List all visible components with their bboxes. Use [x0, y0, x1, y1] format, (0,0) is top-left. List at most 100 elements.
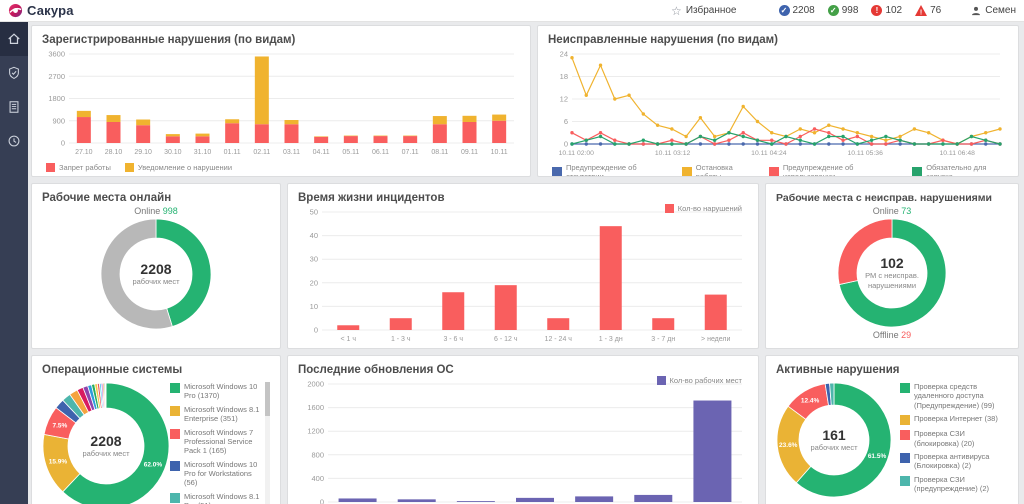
svg-text:09.11: 09.11: [461, 149, 478, 156]
unfixed-workplaces-donut: Online 73 102 РМ с неисправ. нарушениями Off…: [776, 204, 1008, 342]
legend-item[interactable]: Предупреждение об использовании: [768, 163, 898, 176]
legend-label: Проверка СЗИ (блокировка) (20): [914, 429, 975, 448]
svg-text:20: 20: [310, 278, 318, 287]
legend-label: Уведомление о нарушении: [137, 163, 233, 172]
user-menu[interactable]: Семен: [971, 5, 1016, 16]
legend-item[interactable]: Проверка Интернет (38): [900, 414, 1000, 426]
legend-item[interactable]: Кол-во рабочих мест: [656, 376, 742, 385]
legend-color-swatch: [900, 475, 910, 486]
badge-total[interactable]: ✓ 2208: [778, 5, 815, 16]
donut-box: 2208 рабочих мест: [100, 218, 212, 330]
legend-item[interactable]: Запрет работы: [46, 163, 111, 172]
legend-item[interactable]: Microsoft Windows 10 Pro (1370): [170, 382, 262, 401]
registered-violations-svg: 0 900 1800 2700 3600 27.10 28.10 29.10 30.10 31.1…: [48, 50, 514, 156]
svg-text:04.11: 04.11: [313, 149, 330, 156]
legend-color-swatch: [768, 167, 779, 176]
svg-text:1 - 3 дн: 1 - 3 дн: [599, 336, 623, 343]
user-name: Семен: [985, 5, 1016, 16]
top-bar: Сакура ☆ Избранное ✓ 2208 ✓ 998 ! 102 !: [0, 0, 1024, 22]
legend-scrollbar-thumb[interactable]: [265, 382, 270, 416]
legend-color-swatch: [170, 428, 180, 439]
panel-title: Последние обновления ОС: [298, 364, 454, 376]
legend-label: Обязательно для запуска: [926, 163, 987, 177]
panel-title: Активные нарушения: [776, 364, 900, 376]
legend-item[interactable]: Остановка работы: [681, 163, 755, 176]
status-badges: ✓ 2208 ✓ 998 ! 102 ! 76: [778, 5, 941, 16]
legend-color-swatch: [900, 430, 910, 441]
donut-bottom-label: Offline 29: [872, 330, 912, 340]
legend-color-swatch: [124, 163, 134, 172]
operating-systems-svg: 62.0% 15.9% 7.5%: [42, 382, 170, 504]
panel-os-updates: Последние обновления ОС 0 400 800 1200 1600 2…: [287, 355, 759, 504]
legend-item[interactable]: Microsoft Windows 10 Pro for Workstation…: [170, 460, 262, 488]
chart-legend: Кол-во рабочих мест: [656, 376, 742, 385]
badge-warnings[interactable]: ! 76: [915, 5, 941, 16]
svg-text:30: 30: [310, 255, 318, 264]
legend-color-swatch: [656, 376, 666, 385]
svg-text:23.6%: 23.6%: [779, 442, 798, 449]
legend-item[interactable]: Предупреждение об отсутствии: [552, 163, 668, 176]
sidebar-item-home[interactable]: [0, 22, 28, 56]
chart-legend: Предупреждение об отсутствии Остановка ра…: [548, 163, 1008, 177]
legend-color-swatch: [552, 167, 562, 176]
svg-text:62.0%: 62.0%: [144, 462, 163, 469]
legend-item[interactable]: Проверка средств удаленного доступа (Пре…: [900, 382, 1000, 410]
sakura-flower-icon: [8, 3, 23, 18]
legend-item[interactable]: Кол-во нарушений: [664, 204, 742, 213]
svg-text:02.11: 02.11: [253, 149, 270, 156]
circle-check-icon: ✓: [827, 5, 839, 16]
donut-box: 62.0% 15.9% 7.5% 2208 рабочих мест: [42, 382, 170, 504]
online-workplaces-donut: Online 998 2208 рабочих мест: [42, 204, 270, 330]
sidebar-item-history[interactable]: [0, 124, 28, 158]
legend-label: Microsoft Windows 8.1 Enterprise (351): [184, 404, 260, 424]
online-workplaces-svg: [100, 218, 212, 330]
legend-label: Проверка средств удаленного доступа (Пре…: [914, 382, 995, 410]
legend-item[interactable]: Уведомление о нарушении: [124, 163, 233, 172]
svg-text:3600: 3600: [48, 50, 65, 59]
svg-text:800: 800: [311, 450, 324, 459]
svg-text:15.9%: 15.9%: [49, 459, 68, 466]
donut-top-label: Online 998: [134, 206, 178, 216]
unfixed-workplaces-chart: Online 73 102 РМ с неисправ. нарушениями Off…: [776, 204, 1008, 344]
legend-label: Microsoft Windows 10 Pro for Workstation…: [184, 459, 258, 488]
legend-item[interactable]: Microsoft Windows 8.1 Pro (51): [170, 492, 262, 504]
legend-item[interactable]: Проверка СЗИ (блокировка) (20): [900, 429, 1000, 448]
chart-legend: Запрет работы Уведомление о нарушении: [42, 163, 520, 172]
favorites-label: Избранное: [685, 5, 737, 16]
incident-lifetime-svg: 0 10 20 30 40 50 < 1 ч 1 - 3 ч 3 - 6 ч 6 - 12 ч 12…: [310, 208, 742, 343]
report-icon: [9, 101, 19, 113]
svg-text:!: !: [920, 10, 922, 16]
legend-color-swatch: [681, 167, 692, 176]
svg-text:05.11: 05.11: [342, 149, 359, 156]
svg-text:3 - 7 дн: 3 - 7 дн: [651, 336, 675, 343]
active-violations-svg: 61.5% 23.6% 12.4%: [776, 382, 892, 498]
legend-color-swatch: [170, 405, 180, 416]
favorites-button[interactable]: ☆ Избранное: [671, 5, 736, 17]
svg-text:10.11: 10.11: [491, 149, 508, 156]
legend-item[interactable]: Проверка антивируса (Блокировка) (2): [900, 452, 1000, 471]
legend-label: Запрет работы: [59, 163, 111, 172]
app-logo[interactable]: Сакура: [8, 3, 74, 18]
person-icon: [972, 6, 981, 15]
legend-item[interactable]: Проверка СЗИ (предупреждение) (2): [900, 475, 1000, 494]
sidebar-item-reports[interactable]: [0, 90, 28, 124]
badge-errors[interactable]: ! 102: [871, 5, 902, 16]
legend-item[interactable]: Microsoft Windows 7 Professional Service…: [170, 428, 262, 456]
legend-item[interactable]: Microsoft Windows 8.1 Enterprise (351): [170, 405, 262, 424]
badge-ok[interactable]: ✓ 998: [827, 5, 858, 16]
legend-scrollbar: [265, 382, 270, 504]
active-violations-donut: 61.5% 23.6% 12.4% 161 рабочих мест: [776, 382, 892, 498]
sidebar-item-security[interactable]: [0, 56, 28, 90]
legend-color-swatch: [900, 415, 910, 426]
svg-text:400: 400: [311, 474, 324, 483]
legend-item[interactable]: Обязательно для запуска: [912, 163, 1008, 177]
legend-label: Проверка антивируса (Блокировка) (2): [914, 451, 990, 471]
svg-text:24: 24: [560, 50, 568, 59]
donut-box: 61.5% 23.6% 12.4% 161 рабочих мест: [776, 382, 892, 498]
incident-lifetime-chart: 0 10 20 30 40 50 < 1 ч 1 - 3 ч 3 - 6 ч 6 - 12 ч 12…: [298, 204, 748, 344]
svg-text:7.5%: 7.5%: [52, 422, 67, 429]
legend-color-swatch: [900, 383, 910, 393]
home-icon: [8, 33, 20, 44]
